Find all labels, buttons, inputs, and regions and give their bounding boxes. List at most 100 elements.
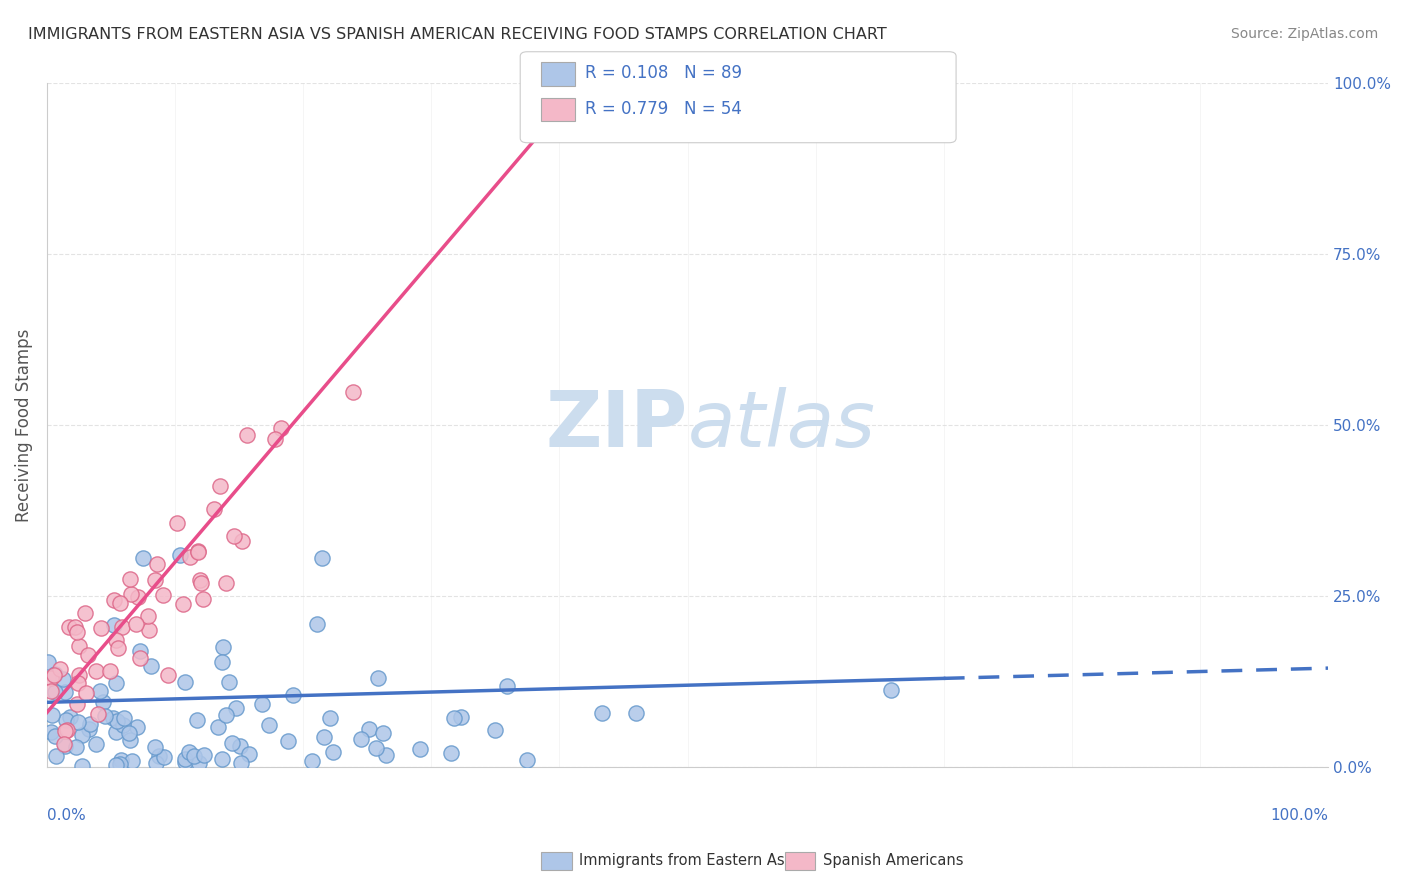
Point — [39, 672, 62, 686]
Point — [187, 543, 209, 558]
Point — [73, 606, 96, 620]
Point — [143, 739, 166, 754]
Point — [79, 717, 101, 731]
Text: ZIP: ZIP — [546, 387, 688, 463]
Point — [225, 701, 247, 715]
Point — [117, 726, 139, 740]
Point — [37, 655, 59, 669]
Point — [94, 709, 117, 723]
Point — [188, 573, 211, 587]
Point — [224, 529, 246, 543]
Point — [89, 683, 111, 698]
Point — [84, 737, 107, 751]
Point — [84, 664, 107, 678]
Point — [45, 749, 67, 764]
Text: IMMIGRANTS FROM EASTERN ASIA VS SPANISH AMERICAN RECEIVING FOOD STAMPS CORRELATI: IMMIGRANTS FROM EASTERN ASIA VS SPANISH … — [28, 27, 887, 42]
Point — [66, 625, 89, 640]
Point — [443, 711, 465, 725]
Point — [211, 752, 233, 766]
Point — [357, 723, 380, 737]
Point — [209, 479, 232, 493]
Point — [591, 706, 613, 720]
Point — [53, 685, 76, 699]
Text: R = 0.108   N = 89: R = 0.108 N = 89 — [585, 64, 742, 82]
Point — [39, 684, 62, 698]
Point — [70, 759, 93, 773]
Point — [53, 723, 76, 738]
Point — [350, 731, 373, 746]
Point — [174, 752, 197, 766]
Point — [44, 685, 66, 699]
Text: Immigrants from Eastern Asia: Immigrants from Eastern Asia — [579, 854, 799, 868]
Text: atlas: atlas — [688, 387, 876, 463]
Point — [156, 668, 179, 682]
Point — [112, 711, 135, 725]
Point — [129, 644, 152, 658]
Point — [104, 676, 127, 690]
Point — [301, 754, 323, 768]
Point — [42, 668, 65, 682]
Point — [121, 754, 143, 768]
Point — [63, 620, 86, 634]
Point — [371, 726, 394, 740]
Point — [52, 672, 75, 686]
Point — [139, 659, 162, 673]
Point — [516, 753, 538, 767]
Point — [136, 608, 159, 623]
Point — [177, 745, 200, 759]
Point — [235, 428, 257, 442]
Point — [305, 617, 328, 632]
Point — [90, 621, 112, 635]
Point — [108, 596, 131, 610]
Point — [190, 575, 212, 590]
Point — [179, 549, 201, 564]
Text: Source: ZipAtlas.com: Source: ZipAtlas.com — [1230, 27, 1378, 41]
Point — [152, 588, 174, 602]
Point — [188, 756, 211, 770]
Point — [212, 640, 235, 654]
Point — [252, 697, 274, 711]
Point — [48, 662, 70, 676]
Point — [120, 587, 142, 601]
Point — [120, 572, 142, 586]
Point — [146, 557, 169, 571]
Point — [65, 740, 87, 755]
Point — [409, 742, 432, 756]
Text: Spanish Americans: Spanish Americans — [823, 854, 963, 868]
Point — [174, 675, 197, 690]
Point — [173, 755, 195, 769]
Text: 0.0%: 0.0% — [46, 808, 86, 823]
Point — [277, 734, 299, 748]
Point — [193, 592, 215, 607]
Point — [187, 545, 209, 559]
Point — [202, 502, 225, 516]
Point — [311, 550, 333, 565]
Point — [238, 747, 260, 761]
Point — [129, 650, 152, 665]
Point — [880, 683, 903, 698]
Point — [105, 714, 128, 728]
Point — [281, 688, 304, 702]
Point — [221, 735, 243, 749]
Point — [186, 713, 208, 727]
Point — [39, 725, 62, 739]
Point — [145, 756, 167, 771]
Point — [131, 550, 153, 565]
Point — [127, 590, 149, 604]
Point — [66, 697, 89, 711]
Point — [624, 706, 647, 721]
Point — [148, 749, 170, 764]
Point — [110, 753, 132, 767]
Point — [125, 720, 148, 734]
Point — [58, 620, 80, 634]
Point — [87, 707, 110, 722]
Point — [104, 724, 127, 739]
Point — [215, 708, 238, 723]
Point — [231, 756, 253, 771]
Point — [312, 731, 335, 745]
Point — [103, 711, 125, 725]
Y-axis label: Receiving Food Stamps: Receiving Food Stamps — [15, 328, 32, 522]
Point — [53, 739, 76, 753]
Point — [270, 421, 292, 435]
Point — [72, 728, 94, 742]
